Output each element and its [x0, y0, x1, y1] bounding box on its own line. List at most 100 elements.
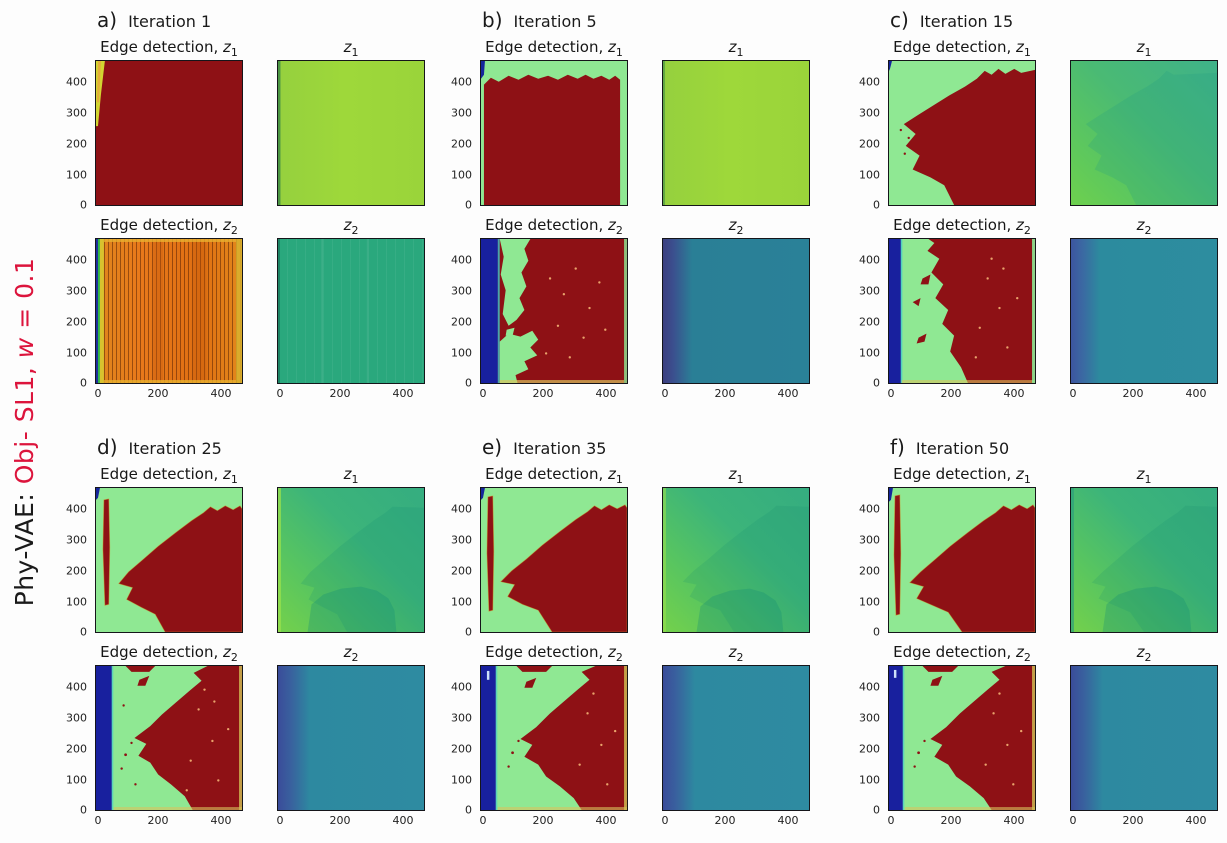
panel-label: f) Iteration 50: [890, 435, 1010, 459]
heatmap-z2: [1070, 665, 1218, 811]
x-tick-label: 400: [1185, 814, 1207, 827]
heatmap-z1: [662, 60, 810, 206]
subplot-title-z2: z2: [728, 643, 744, 664]
subplot-title-z2: z2: [1136, 643, 1152, 664]
y-tick-label: 200: [66, 564, 87, 578]
y-tick-label: 400: [66, 253, 87, 267]
y-tick-label: 200: [859, 137, 880, 151]
y-tick-label: 300: [859, 284, 880, 298]
heatmap-edge-z2: [888, 665, 1036, 811]
y-tick-label: 0: [873, 625, 880, 639]
x-tick-label: 400: [210, 387, 232, 400]
x-tick-label: 0: [661, 387, 669, 400]
heatmap-z1: [1070, 487, 1218, 633]
plot-cell-z2: 0 200 400: [662, 238, 810, 400]
y-tick-label: 400: [859, 680, 880, 694]
x-tick-label: 0: [887, 387, 895, 400]
plot-cell-z2: 0 200 400: [662, 665, 810, 827]
plot-cell-edge-z1: 400 300 200 100 0: [66, 60, 243, 212]
y-axis-ticks: 400 300 200 100 0: [59, 487, 91, 639]
x-tick-label: 0: [94, 814, 102, 827]
panel-e: e) Iteration 35 Edge detection, z1 z1 400…: [451, 435, 810, 841]
heatmap-z2: [662, 665, 810, 811]
heatmap-z1: [662, 487, 810, 633]
heatmap-z2: [1070, 238, 1218, 384]
plot-cell-z2: 0 200 400: [1070, 665, 1218, 827]
y-axis-ticks: 400 300 200 100 0: [59, 238, 91, 390]
subplot-title-z2: z2: [343, 643, 359, 664]
panel-label: a) Iteration 1: [97, 8, 212, 32]
x-tick-label: 200: [1122, 387, 1144, 400]
y-tick-label: 0: [80, 803, 87, 817]
x-tick-label: 0: [276, 387, 284, 400]
y-tick-label: 200: [66, 137, 87, 151]
x-tick-label: 0: [1069, 814, 1077, 827]
y-tick-label: 0: [80, 376, 87, 390]
plot-cell-z1: [662, 60, 810, 206]
subplot-title-edge-z2: Edge detection, z2: [485, 216, 623, 237]
y-tick-label: 400: [451, 502, 472, 516]
panel-label: e) Iteration 35: [482, 435, 607, 459]
subplot-title-edge-z2: Edge detection, z2: [893, 643, 1031, 664]
y-tick-label: 400: [66, 75, 87, 89]
y-tick-label: 100: [66, 168, 87, 182]
panel-label: c) Iteration 15: [890, 8, 1014, 32]
panel-label: b) Iteration 5: [482, 8, 597, 32]
plot-cell-z2: 0 200 400: [1070, 238, 1218, 400]
y-tick-label: 100: [66, 595, 87, 609]
panel-a: a) Iteration 1 Edge detection, z1 z1 400 …: [66, 8, 425, 414]
y-tick-label: 200: [451, 742, 472, 756]
x-tick-label: 200: [1122, 814, 1144, 827]
plot-cell-edge-z1: 400 300 200 100 0: [859, 60, 1036, 212]
panel-d: d) Iteration 25 Edge detection, z1 z1 400…: [66, 435, 425, 841]
x-tick-label: 200: [329, 387, 351, 400]
x-tick-label: 0: [887, 814, 895, 827]
y-axis-ticks: 400 300 200 100 0: [852, 60, 884, 212]
y-tick-label: 0: [80, 625, 87, 639]
y-tick-label: 200: [66, 315, 87, 329]
x-tick-label: 400: [777, 814, 799, 827]
row-label-weight-var: w: [10, 337, 39, 359]
panel-c: c) Iteration 15 Edge detection, z1 z1 400…: [859, 8, 1218, 414]
heatmap-z2: [277, 238, 425, 384]
y-tick-label: 300: [66, 711, 87, 725]
y-tick-label: 400: [859, 75, 880, 89]
heatmap-edge-z2: [95, 665, 243, 811]
y-tick-label: 0: [465, 376, 472, 390]
plot-cell-edge-z2: 400 300 200 100 0 0 200 400: [451, 665, 628, 827]
y-tick-label: 200: [66, 742, 87, 756]
heatmap-edge-z1: [95, 487, 243, 633]
heatmap-z1: [277, 487, 425, 633]
subplot-title-edge-z2: Edge detection, z2: [893, 216, 1031, 237]
plot-cell-z2: 0 200 400: [277, 665, 425, 827]
row-label-objective: Obj- SL1,: [10, 358, 39, 485]
plot-cell-z1: [662, 487, 810, 633]
x-tick-label: 200: [532, 814, 554, 827]
y-tick-label: 300: [859, 711, 880, 725]
y-tick-label: 100: [859, 346, 880, 360]
subplot-title-z1: z1: [1136, 38, 1152, 59]
subplot-title-z1: z1: [1136, 465, 1152, 486]
x-tick-label: 200: [940, 387, 962, 400]
heatmap-edge-z1: [480, 60, 628, 206]
subplot-title-edge-z2: Edge detection, z2: [485, 643, 623, 664]
subplot-title-edge-z2: Edge detection, z2: [100, 643, 238, 664]
panel-label: d) Iteration 25: [97, 435, 222, 459]
y-tick-label: 200: [859, 315, 880, 329]
heatmap-z2: [662, 238, 810, 384]
y-axis-ticks: 400 300 200 100 0: [444, 487, 476, 639]
y-tick-label: 200: [859, 564, 880, 578]
heatmap-edge-z2: [888, 238, 1036, 384]
y-tick-label: 200: [859, 742, 880, 756]
y-tick-label: 400: [451, 75, 472, 89]
y-tick-label: 0: [465, 625, 472, 639]
x-tick-label: 0: [479, 814, 487, 827]
y-tick-label: 300: [859, 106, 880, 120]
y-tick-label: 200: [451, 564, 472, 578]
subplot-title-edge-z2: Edge detection, z2: [100, 216, 238, 237]
heatmap-z1: [277, 60, 425, 206]
y-tick-label: 100: [451, 346, 472, 360]
heatmap-edge-z2: [480, 238, 628, 384]
x-tick-label: 200: [532, 387, 554, 400]
